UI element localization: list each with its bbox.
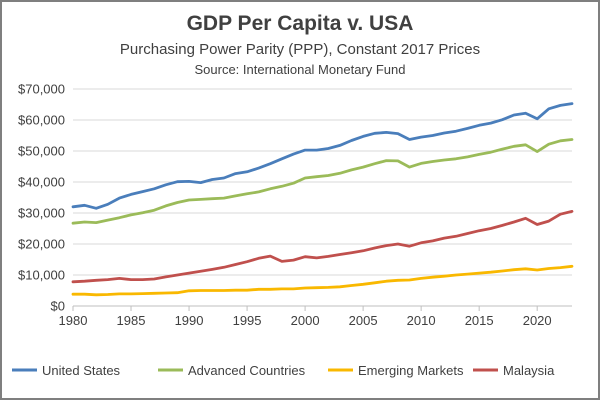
x-tick-label: 1980 <box>59 313 88 328</box>
x-tick-label: 2020 <box>523 313 552 328</box>
x-axis-ticks: 1980 1985 1990 1995 2000 2005 2010 2015 2020 <box>59 306 552 328</box>
y-tick-label: $20,000 <box>18 237 65 252</box>
legend-label: United States <box>42 363 121 378</box>
chart-subtitle: Purchasing Power Parity (PPP), Constant … <box>119 41 481 58</box>
y-axis-ticks: $0 $10,000 $20,000 $30,000 $40,000 $50,000 $60… <box>18 82 65 314</box>
legend-label: Malaysia <box>503 363 555 378</box>
series-line-united-states <box>71 102 574 210</box>
series-line-malaysia <box>71 209 574 284</box>
legend-label: Advanced Countries <box>188 363 306 378</box>
y-tick-label: $70,000 <box>18 82 65 97</box>
series-line-emerging-markets <box>71 264 574 297</box>
y-tick-label: $40,000 <box>18 175 65 190</box>
x-tick-label: 2010 <box>407 313 436 328</box>
y-tick-label: $50,000 <box>18 144 65 159</box>
y-tick-label: $60,000 <box>18 113 65 128</box>
legend-label: Emerging Markets <box>358 363 464 378</box>
y-tick-label: $10,000 <box>18 268 65 283</box>
y-tick-label: $30,000 <box>18 206 65 221</box>
x-tick-label: 1995 <box>233 313 262 328</box>
x-tick-label: 1990 <box>175 313 204 328</box>
y-tick-label: $0 <box>51 299 65 314</box>
x-tick-label: 2015 <box>465 313 494 328</box>
x-tick-label: 2005 <box>349 313 378 328</box>
series-lines <box>71 102 574 297</box>
x-tick-label: 2000 <box>291 313 320 328</box>
chart-title: GDP Per Capita v. USA <box>186 12 414 35</box>
gridlines <box>73 88 572 276</box>
series-line-advanced-countries <box>71 138 574 225</box>
chart-source: Source: International Monetary Fund <box>194 62 406 77</box>
legend: United States Advanced Countries Emerging … <box>12 363 555 378</box>
x-tick-label: 1985 <box>117 313 146 328</box>
